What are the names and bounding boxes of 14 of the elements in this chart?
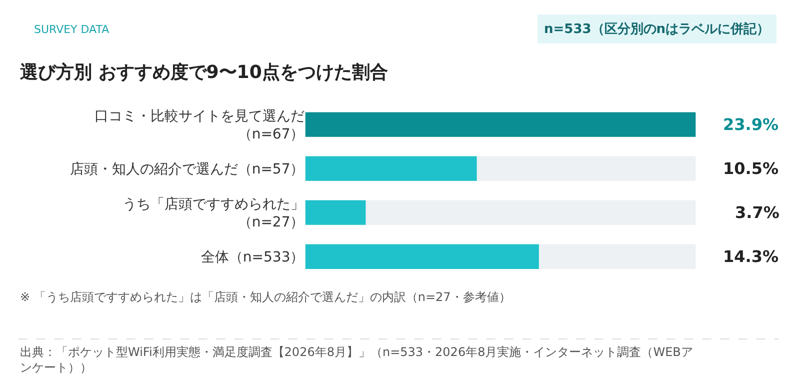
text: n=533（区分別のnはラベルに併記） (544, 21, 770, 37)
y-tick-label: 口コミ・比較サイトを見て選んだ（n=67） (94, 108, 304, 143)
text: ※ 「うち店頭ですすめられた」は「店頭・知人の紹介で選んだ」の内訳（n=27・参考値） (20, 290, 511, 304)
text: SURVEY DATA (34, 23, 110, 36)
data-label: 23.9% (723, 115, 779, 134)
data-label: 3.7% (735, 203, 780, 222)
y-tick-label: 店頭・知人の紹介で選んだ（n=57） (70, 161, 304, 178)
data-label: 14.3% (723, 247, 779, 266)
chart-title: 選び方別 おすすめ度で9〜10点をつけた割合 (20, 62, 388, 83)
y-tick-label: 全体（n=533） (200, 250, 304, 266)
source-note: 出典：「ポケット型WiFi利用実態・満足度調査【2026年8月】」（n=533・2026年8月実施・インターネット調査（WEBアンケート）） (20, 345, 693, 375)
data-label: 10.5% (723, 159, 779, 178)
bar (305, 200, 366, 225)
y-tick-label: うち「店頭ですすめられた」（n=27） (122, 196, 304, 231)
